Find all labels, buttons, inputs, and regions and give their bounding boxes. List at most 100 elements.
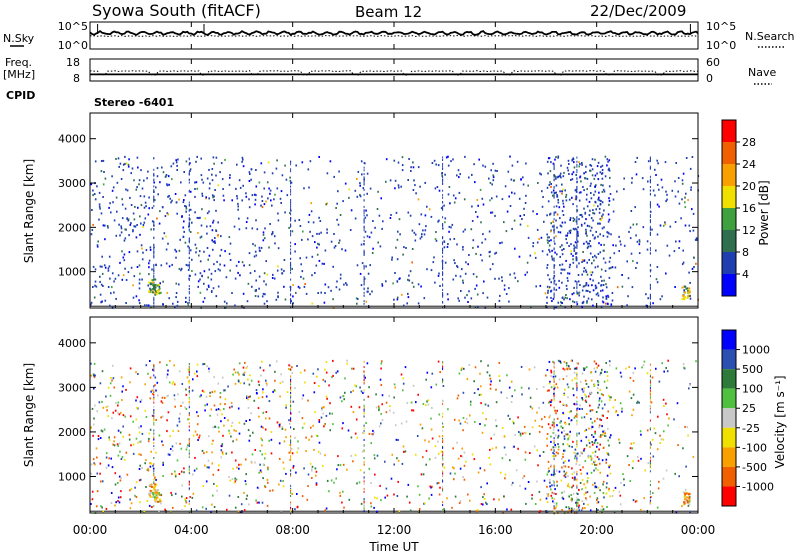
- scatter-cell: [588, 427, 590, 430]
- scatter-cell: [560, 164, 562, 167]
- scatter-cell: [600, 289, 602, 292]
- scatter-cell: [580, 213, 583, 216]
- scatter-cell: [586, 479, 589, 482]
- streak-cell-4: [442, 216, 444, 219]
- scatter-cell: [578, 504, 580, 507]
- scatter-cell: [253, 399, 256, 402]
- scatter-cell: [578, 262, 580, 265]
- scatter-cell: [575, 452, 578, 455]
- scatter-cell: [602, 184, 604, 187]
- streak-cell-3: [363, 381, 365, 384]
- scatter-cell: [596, 497, 599, 500]
- scatter-cell: [373, 454, 376, 457]
- scatter-cell: [605, 286, 608, 289]
- scatter-cell: [503, 288, 506, 291]
- scatter-cell: [301, 270, 304, 273]
- scatter-cell: [121, 198, 123, 201]
- scatter-cell: [335, 477, 337, 480]
- scatter-cell: [602, 483, 604, 486]
- scatter-cell: [92, 194, 94, 197]
- scatter-cell: [348, 498, 351, 501]
- streak-cell-4: [442, 306, 444, 309]
- scatter-cell: [589, 271, 592, 274]
- scatter-cell: [146, 177, 148, 180]
- streak-cell-0: [153, 438, 155, 441]
- scatter-cell: [464, 228, 466, 231]
- streak-cell-1: [188, 362, 190, 365]
- scatter-cell: [339, 273, 342, 276]
- scatter-cell: [474, 306, 477, 309]
- scatter-cell: [237, 208, 239, 211]
- scatter-cell: [456, 441, 458, 444]
- scatter-cell: [684, 224, 687, 227]
- scatter-cell: [640, 457, 642, 460]
- scatter-cell: [323, 406, 325, 409]
- scatter-cell: [687, 434, 689, 437]
- scatter-cell: [266, 273, 269, 276]
- scatter-cell: [605, 492, 608, 495]
- streak-cell-4: [442, 403, 444, 406]
- scatter-cell: [255, 254, 258, 257]
- scatter-cell: [411, 281, 414, 284]
- scatter-cell: [127, 271, 130, 274]
- scatter-cell: [228, 429, 230, 432]
- scatter-cell: [201, 208, 203, 211]
- scatter-cell: [266, 384, 268, 387]
- scatter-cell: [234, 371, 237, 374]
- scatter-cell: [380, 499, 382, 502]
- scatter-cell: [113, 386, 116, 389]
- scatter-cell: [135, 295, 138, 298]
- scatter-cell: [552, 479, 555, 482]
- scatter-cell: [92, 223, 94, 226]
- scatter-cell: [513, 445, 515, 448]
- scatter-cell: [206, 403, 208, 406]
- scatter-cell: [242, 366, 245, 369]
- scatter-cell: [371, 290, 373, 293]
- scatter-cell: [412, 409, 415, 412]
- scatter-cell: [559, 190, 561, 193]
- scatter-cell: [551, 424, 554, 427]
- scatter-cell: [600, 275, 602, 278]
- scatter-cell: [100, 212, 103, 215]
- streak-cell-2: [290, 193, 292, 196]
- scatter-cell: [575, 259, 578, 262]
- scatter-cell: [603, 496, 605, 499]
- scatter-cell: [109, 394, 112, 397]
- scatter-cell: [579, 163, 581, 166]
- scatter-cell: [211, 451, 213, 454]
- scatter-cell: [318, 216, 320, 219]
- scatter-cell: [553, 471, 555, 474]
- scatter-cell: [531, 407, 534, 410]
- scatter-cell: [110, 376, 112, 379]
- scatter-cell: [594, 190, 597, 193]
- scatter-cell: [328, 384, 330, 387]
- streak-cell-7: [649, 405, 651, 408]
- velocity-colorbar-swatch-2: [722, 369, 736, 389]
- scatter-cell: [147, 372, 149, 375]
- scatter-cell: [568, 423, 570, 426]
- scatter-cell: [562, 411, 564, 414]
- scatter-cell: [263, 237, 266, 240]
- scatter-cell: [612, 406, 615, 409]
- scatter-cell: [529, 396, 532, 399]
- streak-cell-2: [290, 163, 292, 166]
- scatter-cell: [561, 281, 563, 284]
- scatter-cell: [585, 498, 588, 501]
- scatter-cell: [585, 486, 587, 489]
- streak-cell-7: [649, 192, 651, 195]
- scatter-cell: [559, 172, 562, 175]
- scatter-cell: [462, 246, 464, 248]
- streak-cell-0: [153, 157, 155, 160]
- cpid-text: Stereo -6401: [94, 96, 174, 109]
- scatter-cell: [506, 374, 508, 377]
- streak-cell-5: [553, 292, 555, 295]
- streak-cell-0: [153, 412, 155, 415]
- scatter-cell: [568, 435, 571, 438]
- streak-cell-5: [553, 214, 555, 216]
- streak-cell-5: [553, 390, 555, 393]
- scatter-cell: [557, 301, 560, 304]
- scatter-cell: [597, 501, 600, 504]
- scatter-cell: [602, 257, 605, 260]
- scatter-cell: [567, 482, 570, 485]
- scatter-cell: [684, 201, 686, 204]
